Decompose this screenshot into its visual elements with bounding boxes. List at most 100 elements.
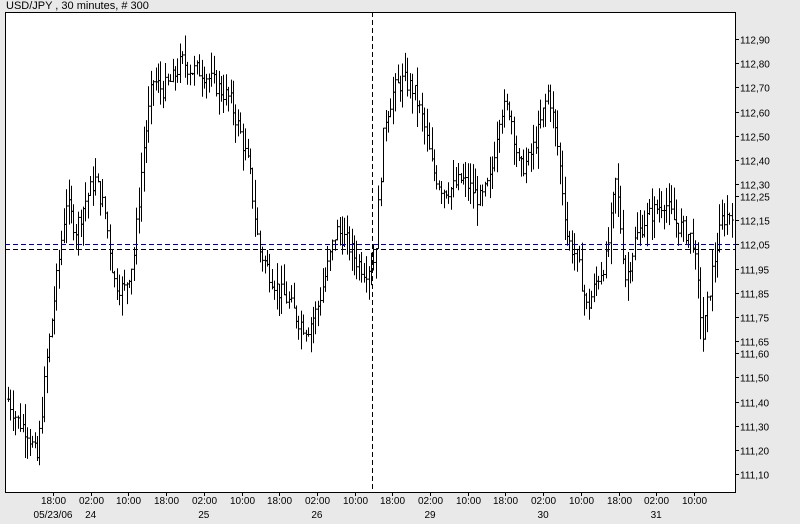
ohlc-bar	[636, 212, 639, 240]
ohlc-bar	[268, 253, 271, 293]
ohlc-bar	[176, 58, 179, 83]
ohlc-bar	[26, 427, 29, 459]
ohlc-bar	[382, 127, 385, 183]
ohlc-bar	[307, 327, 310, 337]
y-tick-label: 111,95	[740, 266, 770, 277]
x-tick-label: 02:00	[79, 496, 104, 507]
ohlc-bar	[539, 99, 542, 129]
x-tick-label: 10:00	[456, 496, 481, 507]
y-tick-label: 111,85	[740, 290, 770, 301]
ohlc-bar	[123, 269, 126, 291]
ohlc-bar	[486, 177, 489, 187]
ohlc-bar	[31, 435, 34, 448]
y-tick-label: 111,60	[740, 350, 770, 361]
x-tick-label: 02:00	[305, 496, 330, 507]
ohlc-bar	[428, 122, 431, 150]
y-tick-label: 112,30	[740, 181, 770, 192]
ohlc-bar	[314, 301, 317, 335]
ohlc-bar	[94, 158, 97, 196]
ohlc-bar	[55, 263, 58, 311]
ohlc-bar	[297, 315, 300, 340]
ohlc-bar	[169, 74, 172, 82]
ohlc-bar	[476, 175, 479, 226]
ohlc-bar	[140, 152, 143, 222]
x-date-label: 26	[311, 510, 323, 521]
x-tick-label: 10:00	[682, 496, 707, 507]
y-tick-label: 112,40	[740, 157, 770, 168]
ohlc-bar	[689, 232, 692, 254]
ohlc-bar	[193, 55, 196, 86]
plot-area	[5, 12, 736, 493]
y-tick-label: 112,25	[740, 193, 770, 204]
ohlc-bar	[261, 246, 264, 272]
ohlc-bar	[723, 203, 726, 237]
ohlc-bar	[602, 269, 605, 282]
y-tick-label: 111,40	[740, 399, 770, 410]
x-tick-label: 10:00	[116, 496, 141, 507]
x-tick-label: 18:00	[493, 496, 518, 507]
ohlc-bar	[336, 219, 339, 241]
x-tick-label: 18:00	[267, 496, 292, 507]
ohlc-bar	[14, 411, 17, 436]
ohlc-bar	[631, 252, 634, 282]
ohlc-bar	[19, 403, 22, 432]
x-date-label: 30	[538, 510, 550, 521]
ohlc-bar	[544, 93, 547, 127]
ohlc-bar	[198, 54, 201, 77]
x-tick-label: 10:00	[343, 496, 368, 507]
ohlc-bar	[585, 292, 588, 310]
ohlc-bar	[435, 165, 438, 190]
x-tick-label: 18:00	[380, 496, 405, 507]
ohlc-bar	[406, 57, 409, 97]
ohlc-bar	[9, 389, 12, 421]
ohlc-bar	[84, 182, 87, 222]
ohlc-bar	[590, 290, 593, 309]
ohlc-bar	[302, 314, 305, 335]
ohlc-bar	[423, 107, 426, 145]
ohlc-bar	[348, 226, 351, 261]
ohlc-bar	[222, 74, 225, 113]
ohlc-bar	[619, 185, 622, 234]
ohlc-bar	[77, 211, 80, 256]
ohlc-bar	[251, 167, 254, 209]
x-date-label: 25	[198, 510, 210, 521]
ohlc-bar	[210, 52, 213, 87]
ohlc-bar	[653, 196, 656, 239]
ohlc-bar	[227, 86, 230, 112]
x-tick-label: 10:00	[230, 496, 255, 507]
y-tick-label: 112,60	[740, 109, 770, 120]
ohlc-bar	[118, 274, 121, 306]
ohlc-bar	[152, 80, 155, 106]
ohlc-bar	[522, 149, 525, 177]
ohlc-bar	[186, 61, 189, 85]
y-tick-label: 111,30	[740, 423, 770, 434]
ohlc-bar	[607, 227, 610, 257]
ohlc-bar	[706, 291, 709, 333]
ohlc-bar	[699, 267, 702, 340]
ohlc-bar	[711, 249, 714, 312]
ohlc-bar	[561, 150, 564, 206]
x-axis: 18:00 02:00 10:00 18:00 02:00 10:00 18:00 02:00…	[34, 492, 707, 521]
ohlc-bar	[159, 61, 162, 105]
ohlc-bar	[290, 285, 293, 303]
ohlc-bar	[256, 207, 259, 236]
ohlc-bar	[597, 275, 600, 290]
ohlc-bar	[343, 217, 346, 248]
ohlc-bar	[510, 110, 513, 135]
ohlc-bar	[239, 112, 242, 134]
y-axis: 112,90 112,80 112,70 112,60 112,50 112,40 112,…	[735, 36, 770, 482]
ohlc-bar	[280, 265, 283, 315]
ohlc-bar	[648, 199, 651, 216]
ohlc-bar	[464, 162, 467, 198]
ohlc-bar	[682, 215, 685, 242]
ohlc-bar	[493, 141, 496, 172]
y-tick-label: 111,65	[740, 338, 770, 349]
ohlc-bar	[106, 211, 109, 239]
ohlc-bar	[89, 176, 92, 197]
ohlc-bar	[244, 128, 247, 161]
y-tick-label: 112,70	[740, 84, 770, 95]
ohlc-bar	[273, 280, 276, 300]
ohlc-bar	[377, 185, 380, 250]
ohlc-bar	[319, 287, 322, 316]
